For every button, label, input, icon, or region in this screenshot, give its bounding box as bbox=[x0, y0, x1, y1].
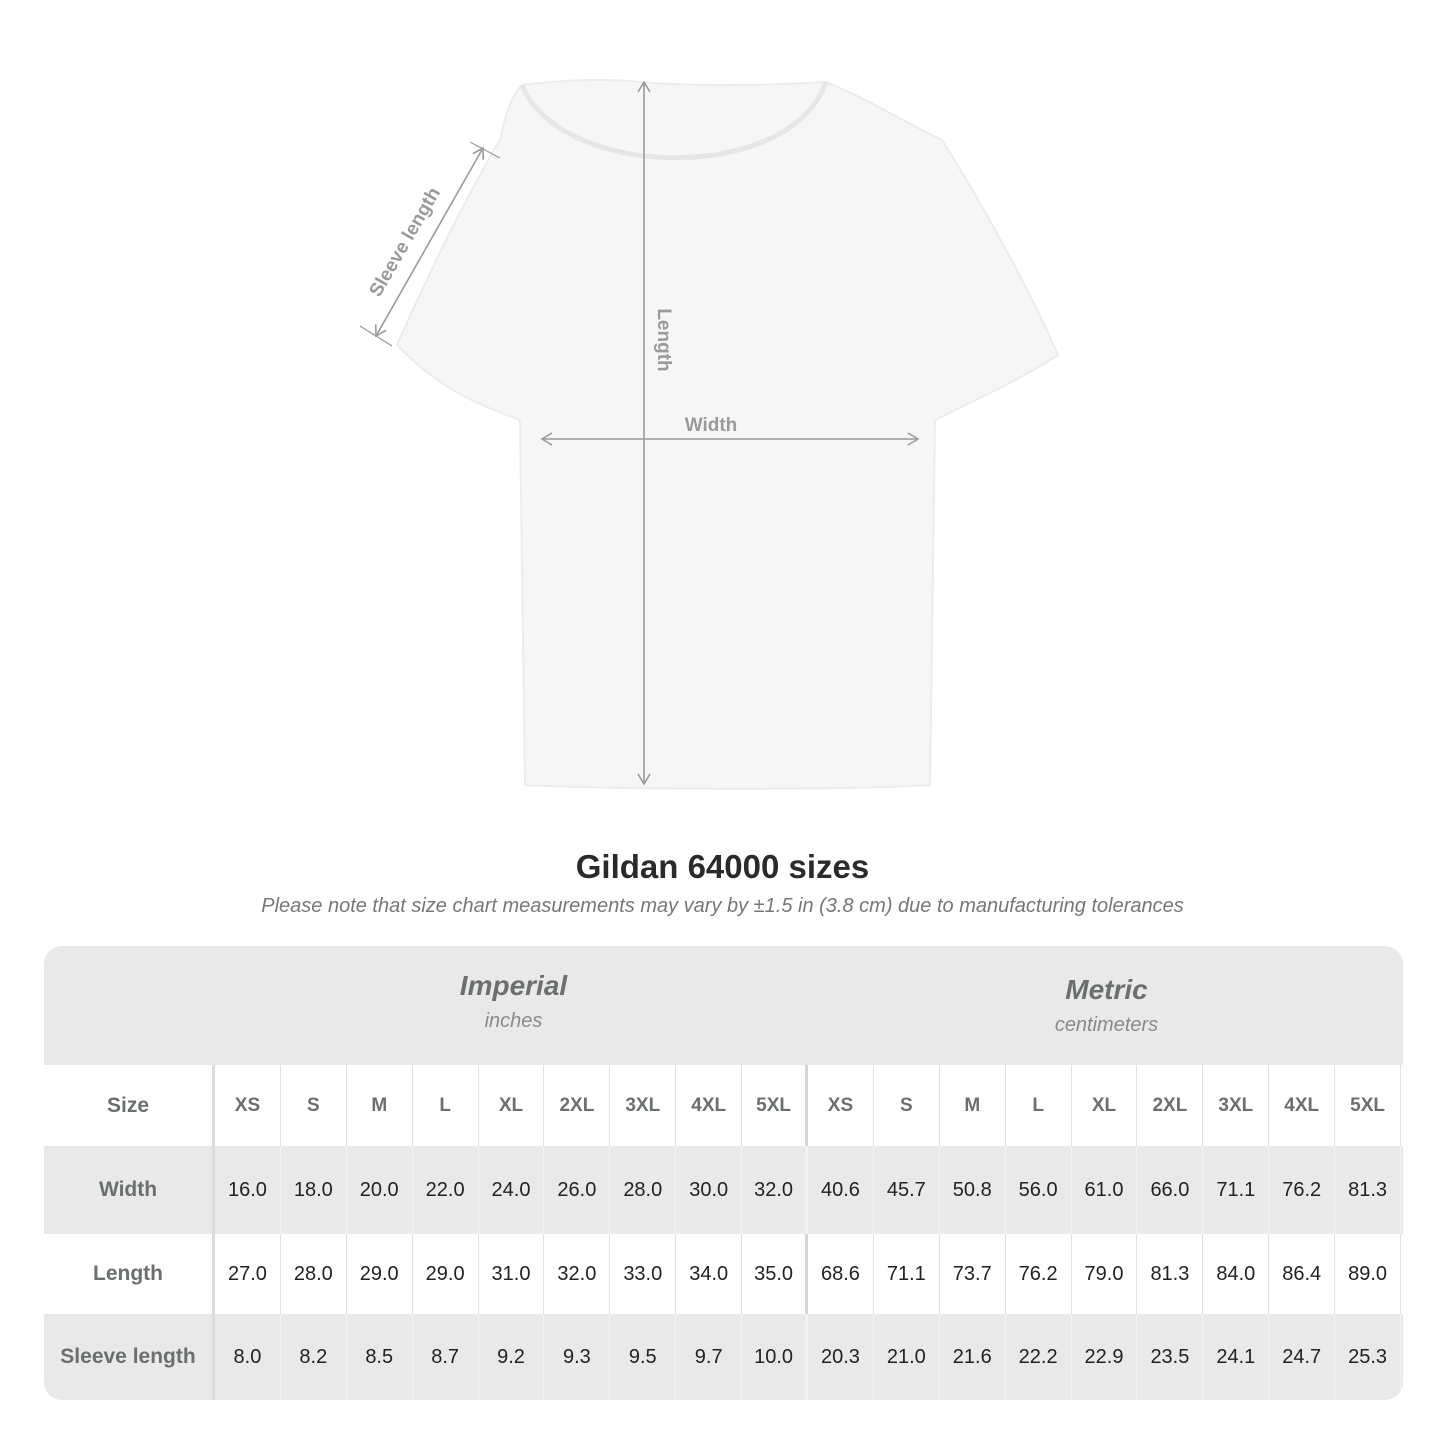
measurement-cell: 32.0 bbox=[742, 1146, 809, 1234]
row-label: Width bbox=[44, 1146, 215, 1234]
size-header-cell: 5XL bbox=[742, 1065, 809, 1146]
measurement-cell: 71.1 bbox=[874, 1234, 940, 1314]
measurement-cell: 24.7 bbox=[1269, 1314, 1336, 1400]
row-label: Sleeve length bbox=[44, 1314, 215, 1400]
sleeve-tick-bottom bbox=[359, 325, 393, 347]
size-table: Imperial inches Metric centimeters Size X… bbox=[44, 946, 1403, 1400]
metric-title: Metric bbox=[1065, 974, 1148, 1005]
measurement-cell: 76.2 bbox=[1269, 1146, 1336, 1234]
measurement-cell: 22.0 bbox=[413, 1146, 479, 1234]
size-header-cell: L bbox=[1006, 1065, 1072, 1146]
sleeve-length-arrow bbox=[374, 146, 485, 338]
measurement-cell: 8.2 bbox=[281, 1314, 347, 1400]
measurement-cell: 18.0 bbox=[281, 1146, 347, 1234]
neckline bbox=[519, 81, 829, 161]
size-header-cell: 2XL bbox=[1137, 1065, 1204, 1146]
measurement-cell: 35.0 bbox=[742, 1234, 809, 1314]
size-header-cell: XL bbox=[479, 1065, 545, 1146]
size-header-cell: 2XL bbox=[544, 1065, 611, 1146]
size-header-row: Size XS S M L XL 2XL 3XL 4XL 5XL XS S M L XL 2XL 3XL 4XL 5… bbox=[44, 1065, 1403, 1146]
width-label: Width bbox=[685, 415, 738, 436]
sleeve-tick-top bbox=[469, 141, 501, 159]
metric-header: Metric centimeters bbox=[810, 950, 1403, 1067]
size-header-cell: M bbox=[347, 1065, 413, 1146]
size-header-cell: XS bbox=[215, 1065, 281, 1146]
measurement-cell: 28.0 bbox=[610, 1146, 677, 1234]
measurement-cell: 24.0 bbox=[479, 1146, 545, 1234]
measurement-cell: 84.0 bbox=[1203, 1234, 1270, 1314]
size-header-cell: S bbox=[281, 1065, 347, 1146]
size-header-cell: 3XL bbox=[1203, 1065, 1270, 1146]
imperial-header: Imperial inches bbox=[217, 946, 810, 1063]
measurement-cell: 21.6 bbox=[940, 1314, 1006, 1400]
measurement-cell: 20.0 bbox=[347, 1146, 413, 1234]
measurement-cell: 66.0 bbox=[1137, 1146, 1204, 1234]
size-header-cell: 4XL bbox=[1269, 1065, 1336, 1146]
measurement-cell: 81.3 bbox=[1137, 1234, 1204, 1314]
measurement-cell: 68.6 bbox=[808, 1234, 874, 1314]
imperial-unit: inches bbox=[484, 1010, 543, 1032]
measurement-cell: 32.0 bbox=[544, 1234, 611, 1314]
size-header-cell: XL bbox=[1072, 1065, 1138, 1146]
measurement-cell: 9.3 bbox=[544, 1314, 611, 1400]
tshirt-measurement-diagram: Sleeve length Length Width bbox=[359, 79, 1060, 790]
measurement-cell: 9.5 bbox=[610, 1314, 677, 1400]
measurement-cell: 34.0 bbox=[676, 1234, 743, 1314]
measurement-cell: 28.0 bbox=[281, 1234, 347, 1314]
measurement-cell: 10.0 bbox=[742, 1314, 809, 1400]
measurement-cell: 79.0 bbox=[1072, 1234, 1138, 1314]
measurement-cell: 33.0 bbox=[610, 1234, 677, 1314]
measurement-cell: 23.5 bbox=[1137, 1314, 1204, 1400]
size-header-cell: XS bbox=[808, 1065, 874, 1146]
measurement-cell: 40.6 bbox=[808, 1146, 874, 1234]
measurement-cell: 86.4 bbox=[1269, 1234, 1336, 1314]
measurement-cell: 9.7 bbox=[676, 1314, 743, 1400]
size-header-cell: 4XL bbox=[676, 1065, 743, 1146]
tolerance-note: Please note that size chart measurements… bbox=[261, 895, 1184, 917]
measurement-cell: 8.0 bbox=[215, 1314, 281, 1400]
size-header-cell: 3XL bbox=[610, 1065, 677, 1146]
imperial-title: Imperial bbox=[459, 970, 568, 1001]
measurement-cell: 29.0 bbox=[413, 1234, 479, 1314]
measurement-cell: 71.1 bbox=[1203, 1146, 1270, 1234]
metric-unit: centimeters bbox=[1054, 1014, 1159, 1036]
measurement-cell: 30.0 bbox=[676, 1146, 743, 1234]
measurement-cell: 50.8 bbox=[940, 1146, 1006, 1234]
measurement-cell: 22.2 bbox=[1006, 1314, 1072, 1400]
size-header-cell: 5XL bbox=[1335, 1065, 1402, 1146]
table-row-length: Length 27.0 28.0 29.0 29.0 31.0 32.0 33.0 34.0 35… bbox=[44, 1234, 1403, 1314]
size-header-cell: L bbox=[413, 1065, 479, 1146]
measurement-cell: 20.3 bbox=[808, 1314, 874, 1400]
measurement-cell: 8.5 bbox=[347, 1314, 413, 1400]
measurement-cell: 25.3 bbox=[1335, 1314, 1402, 1400]
measurement-cell: 45.7 bbox=[874, 1146, 940, 1234]
measurement-cell: 76.2 bbox=[1006, 1234, 1072, 1314]
page-title: Gildan 64000 sizes bbox=[575, 848, 870, 885]
measurement-cell: 89.0 bbox=[1335, 1234, 1402, 1314]
measurement-cell: 27.0 bbox=[215, 1234, 281, 1314]
table-row-sleeve-length: Sleeve length 8.0 8.2 8.5 8.7 9.2 9.3 9.5 9.7 10.… bbox=[44, 1314, 1403, 1400]
measurement-cell: 61.0 bbox=[1072, 1146, 1138, 1234]
measurement-cell: 56.0 bbox=[1006, 1146, 1072, 1234]
table-row-width: Width 16.0 18.0 20.0 22.0 24.0 26.0 28.0 30.0 32.… bbox=[44, 1146, 1403, 1234]
measurement-cell: 21.0 bbox=[874, 1314, 940, 1400]
measurement-cell: 29.0 bbox=[347, 1234, 413, 1314]
measurement-cell: 24.1 bbox=[1203, 1314, 1270, 1400]
measurement-cell: 9.2 bbox=[479, 1314, 545, 1400]
length-label: Length bbox=[653, 308, 674, 371]
measurement-cell: 8.7 bbox=[413, 1314, 479, 1400]
size-header-cell: M bbox=[940, 1065, 1006, 1146]
measurement-cell: 31.0 bbox=[479, 1234, 545, 1314]
size-header-cell: S bbox=[874, 1065, 940, 1146]
measurement-cell: 22.9 bbox=[1072, 1314, 1138, 1400]
row-label: Length bbox=[44, 1234, 215, 1314]
row-label: Size bbox=[44, 1065, 215, 1146]
measurement-cell: 73.7 bbox=[940, 1234, 1006, 1314]
measurement-cell: 26.0 bbox=[544, 1146, 611, 1234]
measurement-cell: 16.0 bbox=[215, 1146, 281, 1234]
measurement-cell: 81.3 bbox=[1335, 1146, 1402, 1234]
